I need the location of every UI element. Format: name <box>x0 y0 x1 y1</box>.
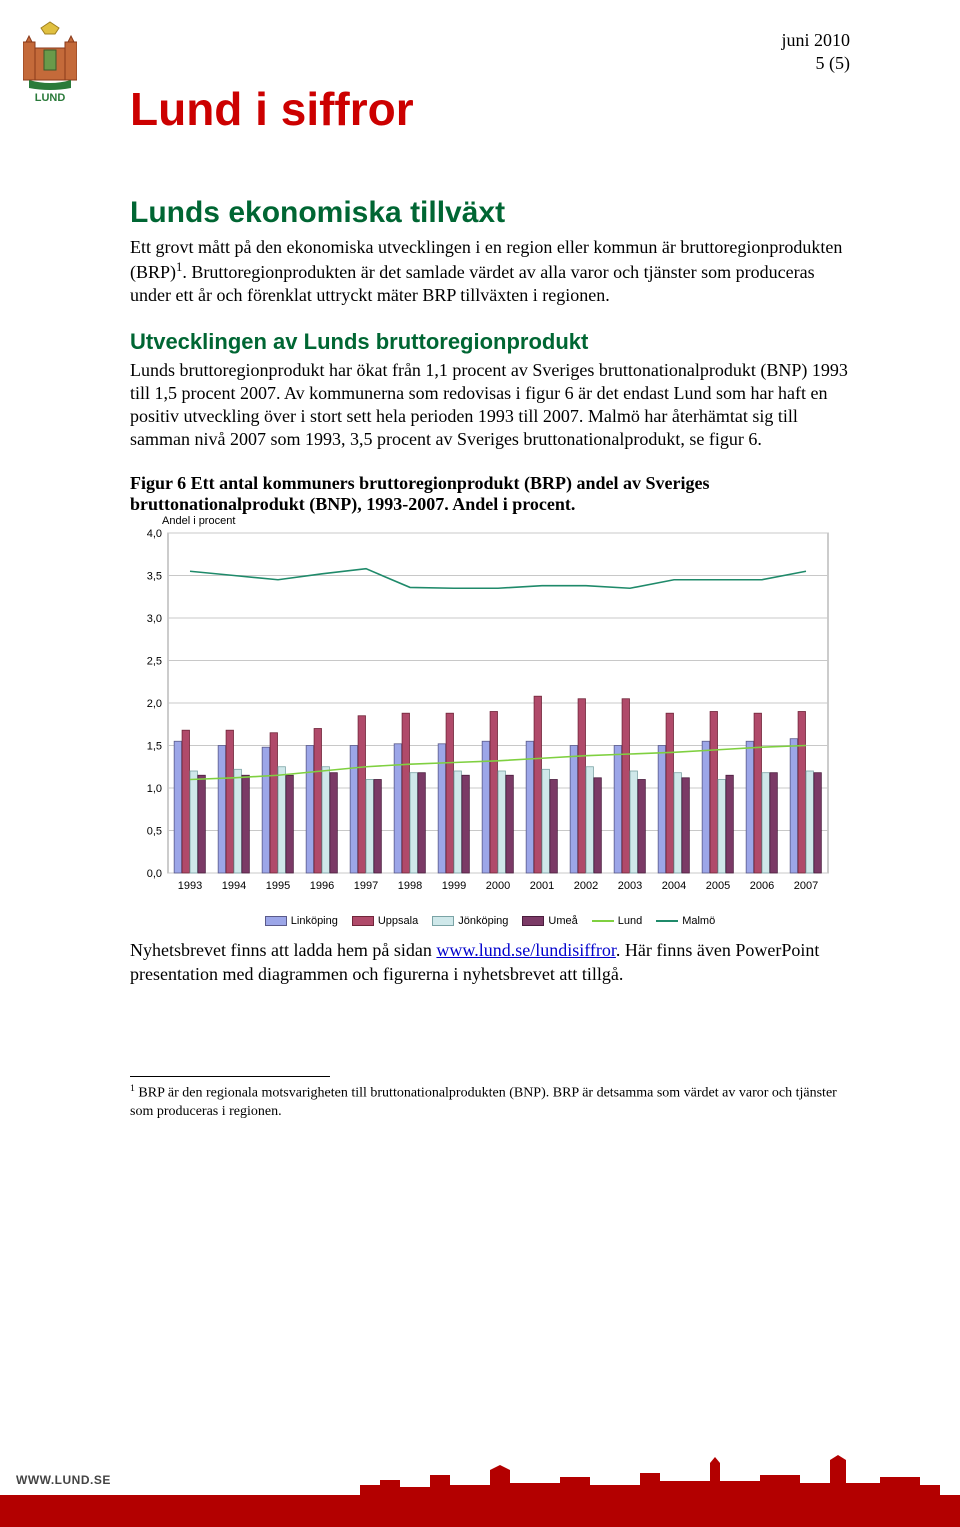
svg-text:1993: 1993 <box>178 880 202 892</box>
svg-text:3,0: 3,0 <box>147 613 162 625</box>
bar-line-chart: 0,0 0,5 1,0 1,5 2,0 2,5 3,0 3,5 4,0 1993 1994 1995 1… <box>130 527 840 907</box>
svg-text:1998: 1998 <box>398 880 422 892</box>
svg-text:1994: 1994 <box>222 880 246 892</box>
logo-text: LUND <box>15 92 85 104</box>
lund-logo: LUND <box>15 20 85 104</box>
svg-text:2004: 2004 <box>662 880 686 892</box>
svg-text:2001: 2001 <box>530 880 554 892</box>
svg-text:1995: 1995 <box>266 880 290 892</box>
svg-text:2005: 2005 <box>706 880 730 892</box>
svg-text:2002: 2002 <box>574 880 598 892</box>
svg-text:3,5: 3,5 <box>147 571 162 583</box>
footer-bar <box>0 1495 960 1527</box>
svg-text:0,0: 0,0 <box>147 868 162 880</box>
legend-item: Umeå <box>522 915 577 927</box>
svg-text:0,5: 0,5 <box>147 826 162 838</box>
footer-skyline <box>360 1455 940 1495</box>
chart-ylabel: Andel i procent <box>162 515 850 527</box>
figure-caption: Figur 6 Ett antal kommuners bruttoregion… <box>130 473 850 515</box>
body-1b: . Bruttoregionprodukten är det samlade v… <box>130 262 815 305</box>
chart-legend: Linköping Uppsala Jönköping Umeå Lund Malmö <box>130 915 850 927</box>
download-link[interactable]: www.lund.se/lundisiffror <box>436 940 616 960</box>
legend-item: Lund <box>592 915 642 927</box>
svg-text:2,5: 2,5 <box>147 656 162 668</box>
svg-text:1999: 1999 <box>442 880 466 892</box>
chart-container: Andel i procent 0,0 0,5 1,0 1,5 2,0 2,5 3,0 3,5… <box>130 515 850 927</box>
after-text-1: Nyhetsbrevet finns att ladda hem på sida… <box>130 940 436 960</box>
after-chart-text: Nyhetsbrevet finns att ladda hem på sida… <box>130 939 850 986</box>
footer-url: WWW.LUND.SE <box>16 1473 111 1487</box>
section-body-2: Lunds bruttoregionprodukt har ökat från … <box>130 359 850 451</box>
svg-text:2003: 2003 <box>618 880 642 892</box>
svg-text:2,0: 2,0 <box>147 698 162 710</box>
legend-item: Jönköping <box>432 915 508 927</box>
section-title-2: Utvecklingen av Lunds bruttoregionproduk… <box>130 329 850 355</box>
svg-text:4,0: 4,0 <box>147 528 162 540</box>
legend-item: Malmö <box>656 915 715 927</box>
header-date: juni 2010 <box>130 30 850 51</box>
page-title: Lund i siffror <box>130 82 850 136</box>
svg-text:2006: 2006 <box>750 880 774 892</box>
svg-text:1996: 1996 <box>310 880 334 892</box>
footnote-separator <box>130 1076 330 1077</box>
footnote: 1 BRP är den regionala motsvarigheten ti… <box>130 1083 850 1121</box>
svg-text:1,5: 1,5 <box>147 741 162 753</box>
svg-text:1,0: 1,0 <box>147 783 162 795</box>
section-title-1: Lunds ekonomiska tillväxt <box>130 196 850 230</box>
svg-text:2000: 2000 <box>486 880 510 892</box>
legend-item: Uppsala <box>352 915 418 927</box>
footnote-text: BRP är den regionala motsvarigheten till… <box>130 1086 837 1119</box>
svg-text:2007: 2007 <box>794 880 818 892</box>
legend-item: Linköping <box>265 915 338 927</box>
page-number: 5 (5) <box>130 53 850 74</box>
svg-text:1997: 1997 <box>354 880 378 892</box>
section-body-1: Ett grovt mått på den ekonomiska utveckl… <box>130 236 850 307</box>
